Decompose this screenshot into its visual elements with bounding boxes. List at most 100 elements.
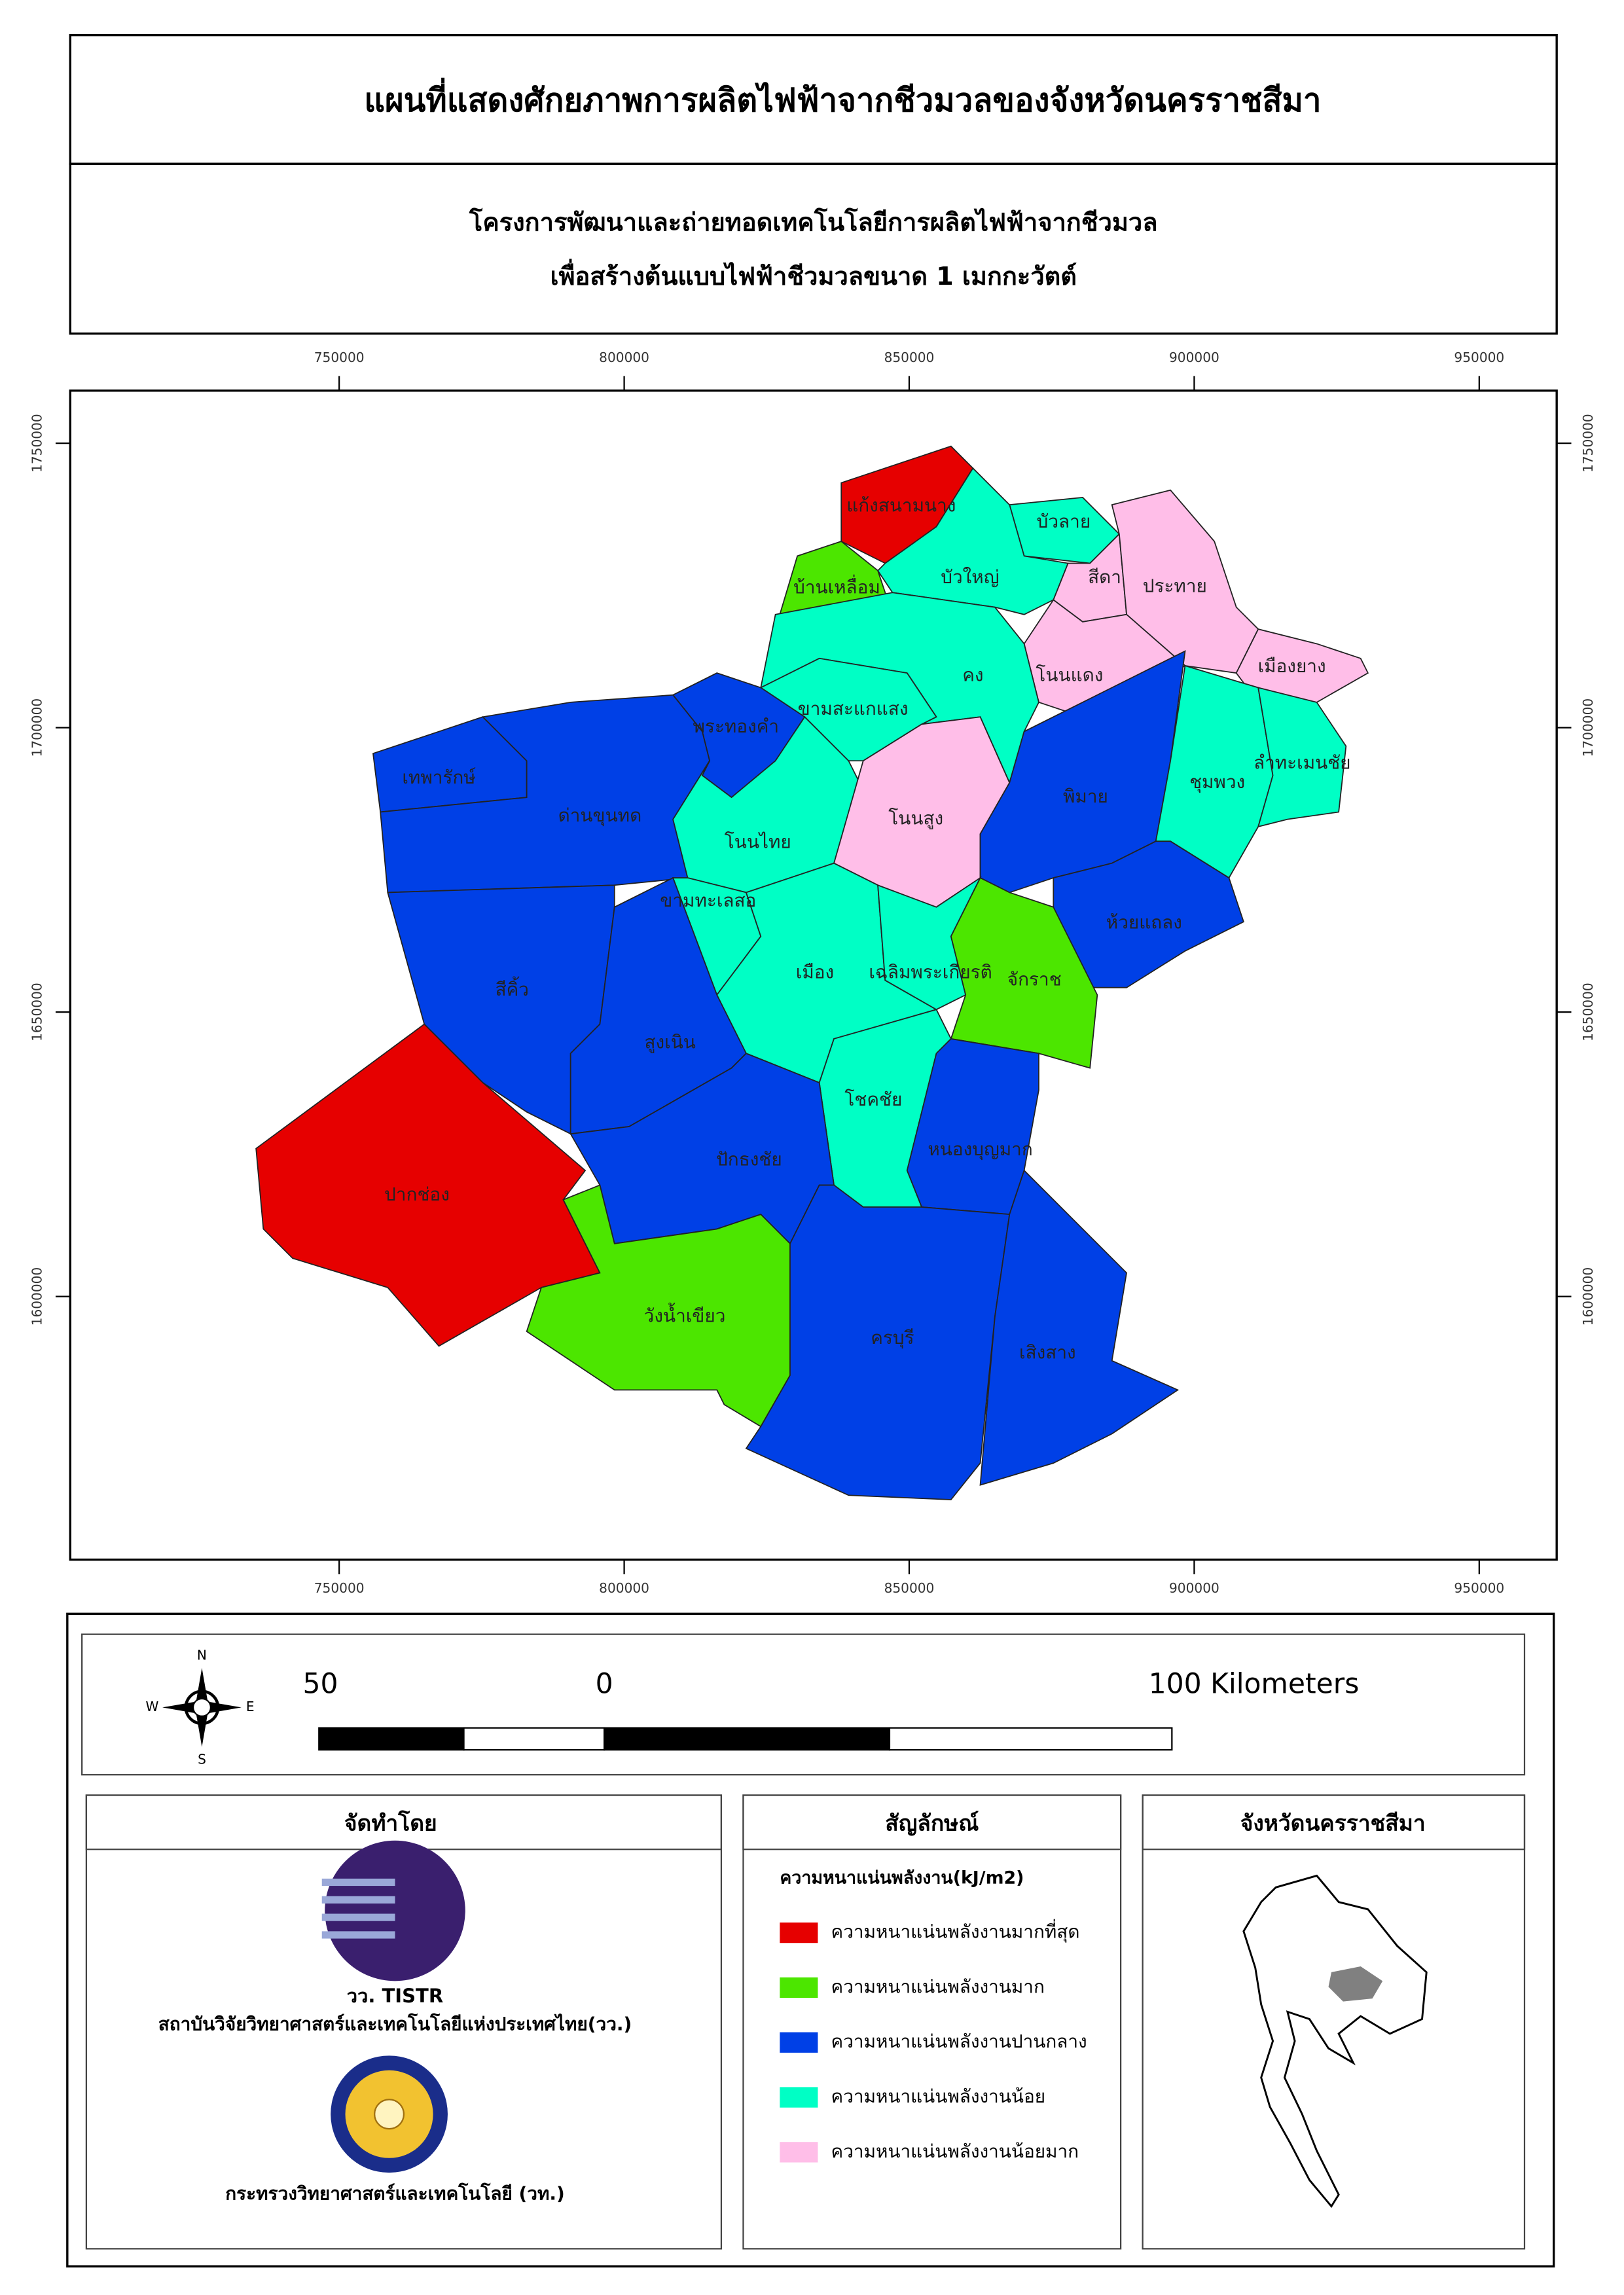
scale-label: 50 [302, 1668, 338, 1700]
district-label: ขามทะเลสอ [660, 890, 756, 911]
x-tick-label: 850000 [884, 350, 935, 365]
y-tick-label: 1650000 [1580, 983, 1596, 1041]
district-label: ปากช่อง [384, 1184, 450, 1205]
scale-segment [318, 1727, 465, 1751]
district-label: ลำทะเมนชัย [1254, 752, 1351, 774]
org-name: กระทรวงวิทยาศาสตร์และเทคโนโลยี (วท.) [225, 2182, 565, 2205]
legend-swatch [780, 2087, 818, 2108]
district-label: เมือง [796, 961, 834, 983]
district-label: เสิงสาง [1019, 1341, 1076, 1363]
scale-label: 0 [596, 1668, 613, 1700]
ministry-seal [331, 2055, 448, 2173]
org-name: สถาบันวิจัยวิทยาศาสตร์และเทคโนโลยีแห่งปร… [158, 2012, 632, 2034]
legend-swatch [780, 1977, 818, 1998]
district-label: ขามสะแกแสง [798, 698, 909, 719]
thailand-outline [1242, 1874, 1428, 2209]
y-tick-label: 1700000 [1580, 698, 1596, 757]
district [876, 467, 1069, 615]
scale-segment [463, 1727, 605, 1751]
compass: N S E W [146, 1648, 255, 1767]
district [979, 1169, 1180, 1486]
district-label: ด่านขุนทด [558, 804, 642, 827]
logo-stripe [321, 1913, 395, 1921]
scale-bar: 50 0 100 Kilometers [302, 1668, 1360, 1751]
legend-header [742, 1794, 1122, 1851]
district [1257, 687, 1347, 828]
logo-stripe [321, 1878, 395, 1887]
district-label: บัวใหญ่ [941, 566, 999, 588]
title: แผนที่แสดงศักยภาพการผลิตไฟฟ้าจากชีวมวลขอ… [364, 77, 1321, 119]
x-tick-label: 950000 [1454, 350, 1504, 365]
x-tick-label: 900000 [1169, 350, 1219, 365]
compass-center [192, 1697, 211, 1717]
district-label: ประทาย [1143, 575, 1207, 596]
district-label: สูงเนิน [644, 1032, 695, 1054]
district-label: โนนไทย [725, 831, 791, 852]
credits-title: จัดทำโดย [344, 1810, 437, 1836]
y-tick-label: 1750000 [29, 414, 45, 473]
legend-swatch [780, 2142, 818, 2163]
district-label: เทพารักษ์ [402, 767, 476, 788]
title-box [69, 33, 1558, 166]
district-label: เมืองยาง [1258, 655, 1326, 677]
legend-label: ความหนาแน่นพลังงานมากที่สุด [831, 1919, 1080, 1943]
district-label: พระทองคำ [693, 715, 779, 737]
district [745, 1184, 1011, 1500]
x-tick-label: 800000 [599, 350, 649, 365]
logo-label: วว. TISTR [347, 1985, 444, 2007]
district-label: สีดา [1088, 566, 1121, 588]
y-tick-label: 1750000 [1580, 414, 1596, 473]
inset-title: จังหวัดนครราชสีมา [1240, 1811, 1426, 1836]
logo-stripe [321, 1896, 395, 1904]
scale-segment [603, 1727, 891, 1751]
compass-e: E [246, 1699, 255, 1714]
scale-box [81, 1633, 1526, 1776]
district-label: บัวลาย [1037, 511, 1091, 532]
districts: แก้งสนามนางบ้านเหลื่อมบัวลายบัวใหญ่ สีดาป… [255, 445, 1369, 1500]
legend-label: ความหนาแน่นพลังงานมาก [831, 1976, 1045, 1997]
district-label: เฉลิมพระเกียรติ [869, 961, 992, 983]
province-highlight [1328, 1966, 1383, 2002]
scale-segment [888, 1727, 1173, 1751]
x-tick-label: 850000 [884, 1580, 935, 1596]
x-tick-label: 800000 [599, 1580, 649, 1596]
district-label: ปักธงชัย [716, 1148, 782, 1170]
district [1053, 840, 1244, 988]
subtitle-box [69, 162, 1558, 335]
district-label: ห้วยแถลง [1106, 911, 1182, 933]
inset-header [1142, 1794, 1526, 1851]
x-tick-label: 750000 [314, 350, 365, 365]
logo-circle [325, 1840, 465, 1981]
district-label: วังน้ำเขียว [644, 1303, 726, 1327]
district-label: ครบุรี [871, 1327, 914, 1349]
district-label: พิมาย [1063, 786, 1108, 807]
x-tick-label: 950000 [1454, 1580, 1504, 1596]
x-tick-label: 900000 [1169, 1580, 1219, 1596]
district [906, 1038, 1039, 1216]
y-tick-label: 1650000 [29, 983, 45, 1041]
legend-title: สัญลักษณ์ [885, 1811, 979, 1836]
compass-s: S [198, 1751, 206, 1767]
seal-center [374, 2099, 405, 2130]
ticks: 750000 750000 800000 800000 850000 850000 9000… [29, 350, 1596, 1596]
legend-label: ความหนาแน่นพลังงานปานกลาง [831, 2031, 1087, 2052]
district-label: คง [962, 664, 983, 686]
scale-label: 100 Kilometers [1149, 1668, 1360, 1700]
legend-swatch [780, 1922, 818, 1943]
district-label: จักราช [1007, 969, 1062, 990]
district-label: โชคชัย [844, 1089, 902, 1110]
district-label: บ้านเหลื่อม [793, 575, 880, 598]
district [950, 876, 1098, 1069]
legend-swatch [780, 2032, 818, 2053]
compass-n: N [197, 1648, 207, 1663]
legend-subtitle: ความหนาแน่นพลังงาน(kJ/m2) [780, 1868, 1024, 1888]
legend-label: ความหนาแน่นพลังงานน้อยมาก [831, 2141, 1079, 2162]
district-label: แก้งสนามนาง [846, 494, 956, 516]
y-tick-label: 1700000 [29, 698, 45, 757]
district-label: โนนแดง [1036, 664, 1103, 686]
tistr-logo: วว. TISTR [321, 1840, 465, 2007]
district-label: หนองบุญมาก [928, 1138, 1032, 1161]
y-tick-label: 1600000 [1580, 1267, 1596, 1326]
